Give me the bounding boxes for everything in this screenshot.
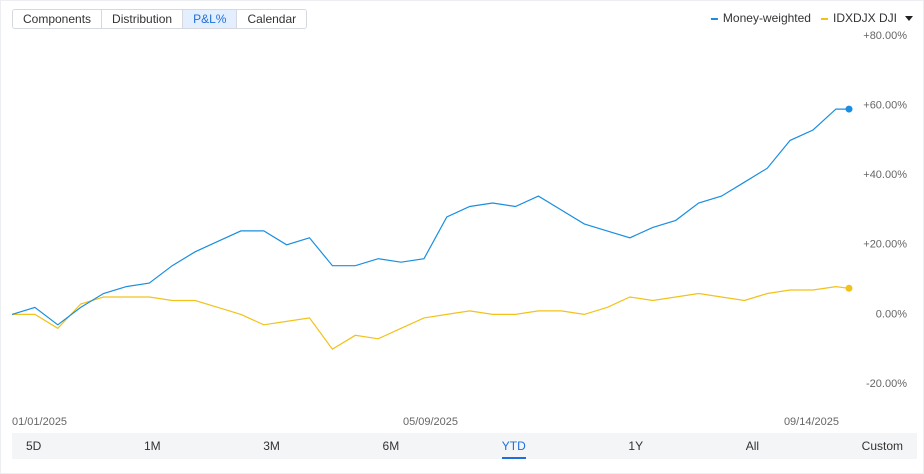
view-tabs: Components Distribution P&L% Calendar bbox=[12, 9, 308, 29]
range-button[interactable]: 5D bbox=[26, 439, 42, 453]
view-tab[interactable]: Components bbox=[13, 10, 103, 28]
end-marker bbox=[845, 284, 853, 292]
y-tick-label: +60.00% bbox=[863, 100, 907, 112]
legend-dropdown bbox=[905, 16, 913, 21]
view-tab[interactable]: P&L% bbox=[183, 10, 238, 28]
view-tab[interactable]: Distribution bbox=[102, 10, 184, 28]
series-line bbox=[12, 285, 850, 350]
end-marker bbox=[845, 105, 853, 113]
legend-label: IDXDJX DJI bbox=[833, 11, 897, 25]
y-tick-label: +20.00% bbox=[863, 239, 907, 251]
range-button[interactable]: YTD bbox=[501, 439, 526, 459]
range-button[interactable]: Custom bbox=[861, 439, 903, 453]
y-tick-label: +40.00% bbox=[863, 169, 907, 181]
range-button[interactable]: 6M bbox=[382, 439, 400, 453]
legend-swatch bbox=[820, 18, 828, 20]
range-button[interactable]: 3M bbox=[263, 439, 280, 453]
x-tick-label: 05/09/2025 bbox=[403, 416, 458, 428]
range-button[interactable]: 1M bbox=[143, 439, 161, 453]
range-button[interactable]: 1Y bbox=[628, 439, 644, 453]
y-tick-label: 0.00% bbox=[876, 308, 907, 320]
range-selector: 5D 1M 3M 6M YTD 1Y All Custom bbox=[12, 433, 917, 459]
range-button[interactable]: All bbox=[745, 439, 760, 453]
series-line bbox=[11, 108, 849, 326]
y-tick-label: -20.00% bbox=[866, 378, 907, 390]
x-tick-label: 01/01/2025 bbox=[12, 416, 67, 428]
x-tick-label: 09/14/2025 bbox=[784, 416, 839, 428]
legend-swatch bbox=[710, 18, 718, 20]
chart: +80.00% +60.00% +40.00% +20.00% 0.00% -20.00%… bbox=[11, 11, 913, 428]
legend-label: Money-weighted bbox=[723, 11, 811, 25]
y-tick-label: +80.00% bbox=[863, 30, 907, 42]
view-tab[interactable]: Calendar bbox=[237, 10, 307, 28]
